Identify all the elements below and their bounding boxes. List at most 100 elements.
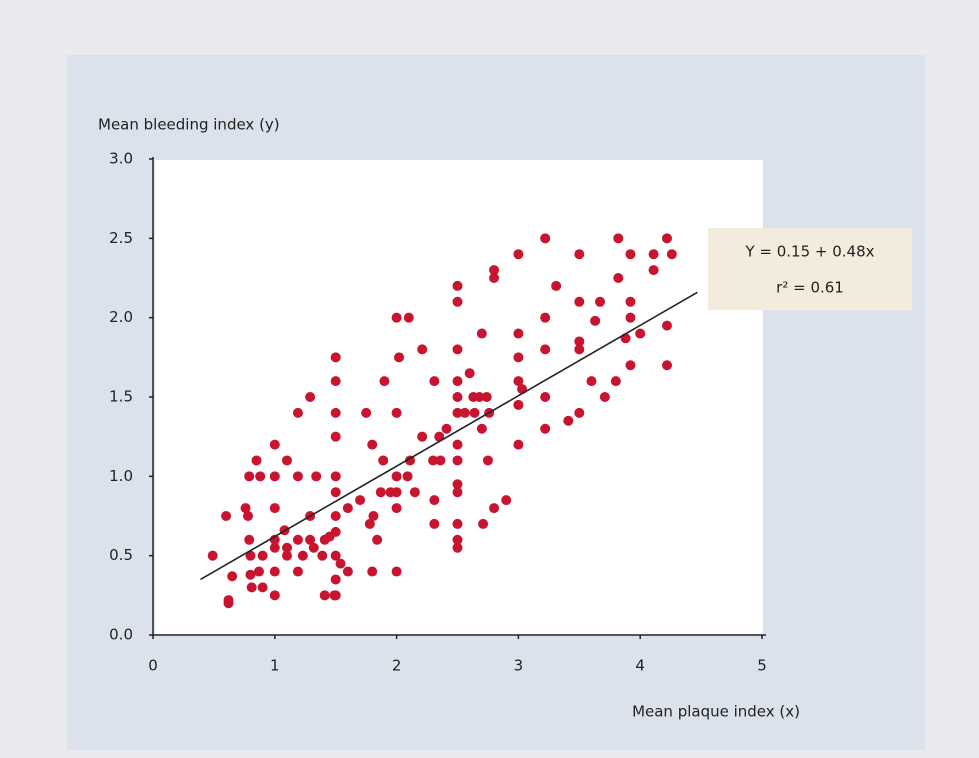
point (305, 392, 316, 402)
y-tick-label: 3.0 (109, 150, 133, 168)
point (253, 566, 264, 577)
point (417, 431, 428, 442)
x-tick-label: 4 (635, 657, 645, 675)
point (394, 352, 405, 363)
point (513, 328, 524, 339)
y-tick-label: 1.0 (109, 467, 133, 485)
point (429, 495, 440, 506)
point (391, 487, 402, 498)
point (269, 590, 280, 601)
point (429, 518, 440, 529)
point (292, 566, 303, 577)
point (574, 249, 585, 260)
point (391, 312, 402, 323)
point (391, 503, 402, 514)
point (574, 336, 585, 347)
point (311, 471, 322, 482)
point (330, 574, 341, 585)
x-tick-label: 3 (514, 657, 524, 675)
point (269, 471, 280, 482)
point (476, 328, 487, 339)
point (227, 571, 238, 582)
point (625, 312, 636, 323)
point (610, 376, 621, 387)
point (574, 407, 585, 418)
point (452, 542, 463, 553)
point (625, 249, 636, 260)
point (297, 550, 308, 561)
point (292, 534, 303, 545)
point (330, 511, 341, 521)
y-tick-label: 2.5 (109, 229, 133, 247)
point (255, 471, 266, 482)
point (342, 503, 353, 514)
point (513, 352, 524, 363)
point (540, 344, 551, 355)
point (452, 280, 463, 291)
x-tick-label: 5 (757, 657, 767, 675)
plot: 0.0 0.5 1.0 1.5 2.0 2.5 3.0 0 1 2 3 4 5 (109, 150, 767, 675)
point (269, 566, 280, 577)
point (330, 550, 341, 561)
point (428, 455, 439, 466)
point (563, 415, 574, 426)
point (244, 471, 255, 482)
point (402, 471, 413, 482)
point (452, 455, 463, 466)
x-axis-label: Mean plaque index (x) (632, 703, 800, 721)
point (648, 265, 659, 276)
point (404, 455, 415, 466)
point (452, 407, 463, 418)
point (269, 439, 280, 450)
point (489, 265, 500, 276)
point (459, 407, 470, 418)
x-tick-label: 2 (392, 657, 402, 675)
point (452, 392, 463, 402)
y-tick-label: 2.0 (109, 308, 133, 326)
point (540, 423, 551, 434)
point (620, 333, 631, 344)
point (391, 407, 402, 418)
point (335, 558, 346, 569)
point (452, 479, 463, 490)
point (330, 431, 341, 442)
point (379, 376, 390, 387)
point (595, 296, 606, 307)
point (330, 487, 341, 498)
point (481, 392, 492, 402)
point (478, 518, 489, 529)
point (244, 534, 255, 545)
annotation: r² = 0.61 (776, 279, 844, 297)
point (375, 487, 386, 498)
x-tick-label: 1 (270, 657, 280, 675)
point (281, 542, 292, 553)
point (590, 315, 601, 326)
annotation: Y = 0.15 + 0.48x (744, 243, 874, 261)
point (257, 550, 268, 561)
point (330, 407, 341, 418)
y-tick-label: 1.5 (109, 388, 133, 406)
point (661, 320, 672, 331)
point (489, 273, 500, 283)
point (517, 384, 528, 395)
point (474, 392, 485, 402)
point (574, 344, 585, 355)
point (269, 503, 280, 514)
point (319, 590, 330, 601)
point (292, 471, 303, 482)
point (367, 439, 378, 450)
x-tick-label: 0 (148, 657, 158, 675)
y-axis-label: Mean bleeding index (y) (98, 116, 280, 134)
point (330, 352, 341, 363)
point (540, 312, 551, 323)
point (476, 423, 487, 434)
point (429, 376, 440, 387)
point (368, 511, 379, 521)
point (269, 542, 280, 553)
point (240, 503, 251, 514)
point (257, 582, 268, 593)
point (599, 392, 610, 402)
point (661, 360, 672, 371)
point (540, 392, 551, 402)
point (464, 368, 475, 379)
